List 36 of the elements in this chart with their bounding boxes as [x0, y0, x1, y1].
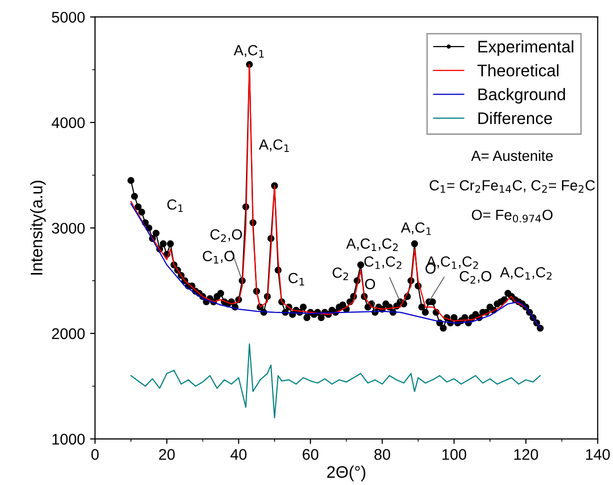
x-tick-label: 40 [230, 449, 247, 460]
annotation: C$_{2}$,O [210, 229, 242, 242]
annotation: A,C$_{1}$,C$_{2}$ [500, 267, 552, 280]
annotation: C$_{1}$ [167, 199, 183, 212]
x-tick-label: 80 [374, 449, 390, 460]
annotation: A,C$_{1}$ [400, 222, 431, 235]
text: C$_{1}$= Cr$_{2}$Fe$_{14}$C, C$_{2}$= Fe$_{2}$C [430, 180, 595, 193]
x-tick-label: 120 [514, 449, 538, 460]
annotation: C$_{1}$,O [202, 250, 234, 264]
annotation: C$_{1}$,C$_{2}$ [364, 256, 402, 269]
annotation: A,C$_{1}$ [234, 45, 264, 58]
x-tick-label: 140 [586, 449, 610, 460]
legend-label: Difference [478, 112, 552, 124]
legend-label: Background [478, 88, 565, 104]
annotation: A,C$_{1}$,C$_{2}$ [346, 238, 398, 252]
y-tick-label: 3000 [52, 222, 85, 234]
x-tick-label: 60 [302, 449, 318, 460]
y-axis-title: Intensity(a.u) [30, 180, 46, 275]
legend-label: Theoretical [477, 64, 558, 76]
annotation: A,C$_{1}$ [258, 139, 289, 152]
annotation: O= Fe$_{0.974}$O [472, 210, 553, 222]
x-tick-label: 20 [159, 449, 175, 460]
annotation: A= Austenite [471, 150, 553, 161]
legend-label: Experimental [478, 40, 574, 56]
y-tick-label: 2000 [52, 328, 85, 340]
annotation: C$_{2}$ [332, 268, 348, 280]
x-tick-label: 0 [91, 449, 99, 460]
y-tick-label: 4000 [52, 117, 85, 128]
y-tick-label: 1000 [52, 434, 85, 445]
annotation: O [365, 278, 376, 290]
annotation: C$_{2}$,O [460, 271, 492, 284]
x-tick-label: 100 [442, 449, 466, 460]
annotation: C$_{1}$ [288, 272, 304, 286]
y-tick-label: 5000 [52, 12, 85, 23]
line-series [130, 343, 541, 418]
x-axis-title: 2Θ(°) [327, 466, 366, 482]
